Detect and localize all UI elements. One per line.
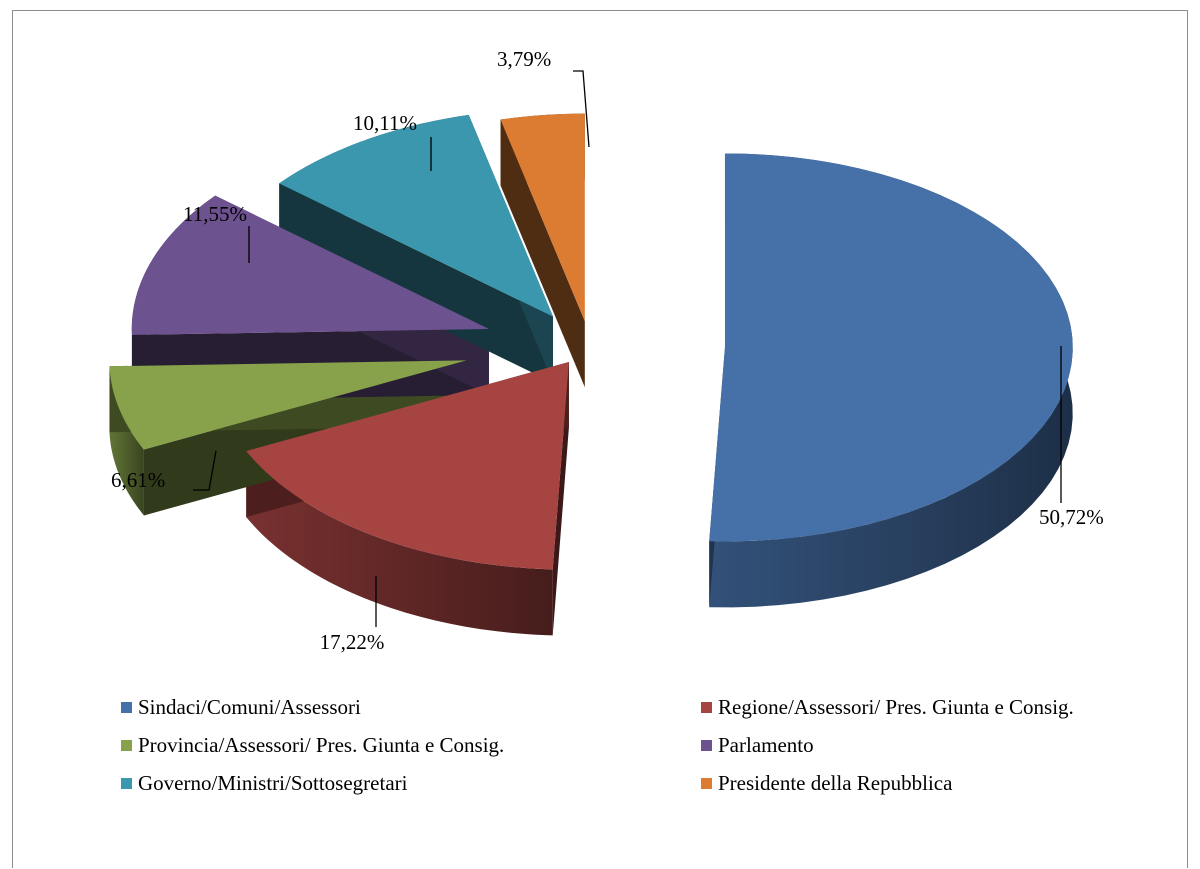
pie-slice-wall xyxy=(279,183,554,383)
legend-item: Sindaci/Comuni/Assessori xyxy=(121,689,701,725)
legend-item: Presidente della Repubblica xyxy=(701,765,1181,801)
data-label: 6,61% xyxy=(111,468,165,492)
pie-slice xyxy=(109,360,467,450)
data-label: 10,11% xyxy=(353,111,417,135)
data-label: 3,79% xyxy=(497,47,551,71)
legend-label: Regione/Assessori/ Pres. Giunta e Consig… xyxy=(718,694,1074,719)
legend-item: Parlamento xyxy=(701,727,1181,763)
legend-label: Governo/Ministri/Sottosegretari xyxy=(138,770,408,795)
pie-slice-wall xyxy=(500,119,585,388)
chart-frame: 50,72% 17,22% 6,61% 11,55% 10,11% 3,79% Sinda… xyxy=(12,10,1188,868)
legend-item: Regione/Assessori/ Pres. Giunta e Consig… xyxy=(701,689,1181,725)
data-label: 50,72% xyxy=(1039,505,1104,529)
legend-swatch xyxy=(121,777,132,789)
pie-slice-side xyxy=(246,451,553,636)
legend-swatch xyxy=(701,777,712,789)
pie-tops xyxy=(109,113,1073,570)
pie-data-labels: 50,72% 17,22% 6,61% 11,55% 10,11% 3,79% xyxy=(111,47,1104,654)
leader-line xyxy=(193,450,217,491)
pie-slice-wall xyxy=(552,361,569,636)
pie-slice xyxy=(500,113,585,322)
data-label: 17,22% xyxy=(320,630,385,654)
pie-slice-side xyxy=(109,366,144,516)
legend-swatch xyxy=(121,739,132,751)
legend-swatch xyxy=(121,701,132,713)
legend-label: Sindaci/Comuni/Assessori xyxy=(138,694,361,719)
data-label: 11,55% xyxy=(183,202,247,226)
pie-slice xyxy=(279,114,554,317)
legend-item: Provincia/Assessori/ Pres. Giunta e Cons… xyxy=(121,727,701,763)
legend-swatch xyxy=(701,739,712,751)
legend: Sindaci/Comuni/Assessori Regione/Assessor… xyxy=(121,689,1181,801)
pie-slice xyxy=(246,361,569,570)
legend-label: Provincia/Assessori/ Pres. Giunta e Cons… xyxy=(138,732,505,757)
leader-line xyxy=(573,70,590,148)
pie-slice xyxy=(131,195,489,335)
legend-label: Parlamento xyxy=(718,732,814,757)
legend-swatch xyxy=(701,701,712,713)
pie-chart: 50,72% 17,22% 6,61% 11,55% 10,11% 3,79% xyxy=(109,47,1104,654)
legend-label: Presidente della Repubblica xyxy=(718,770,953,795)
pie-leader-lines xyxy=(193,70,1062,627)
legend-item: Governo/Ministri/Sottosegretari xyxy=(121,765,701,801)
pie-slice xyxy=(709,153,1073,542)
